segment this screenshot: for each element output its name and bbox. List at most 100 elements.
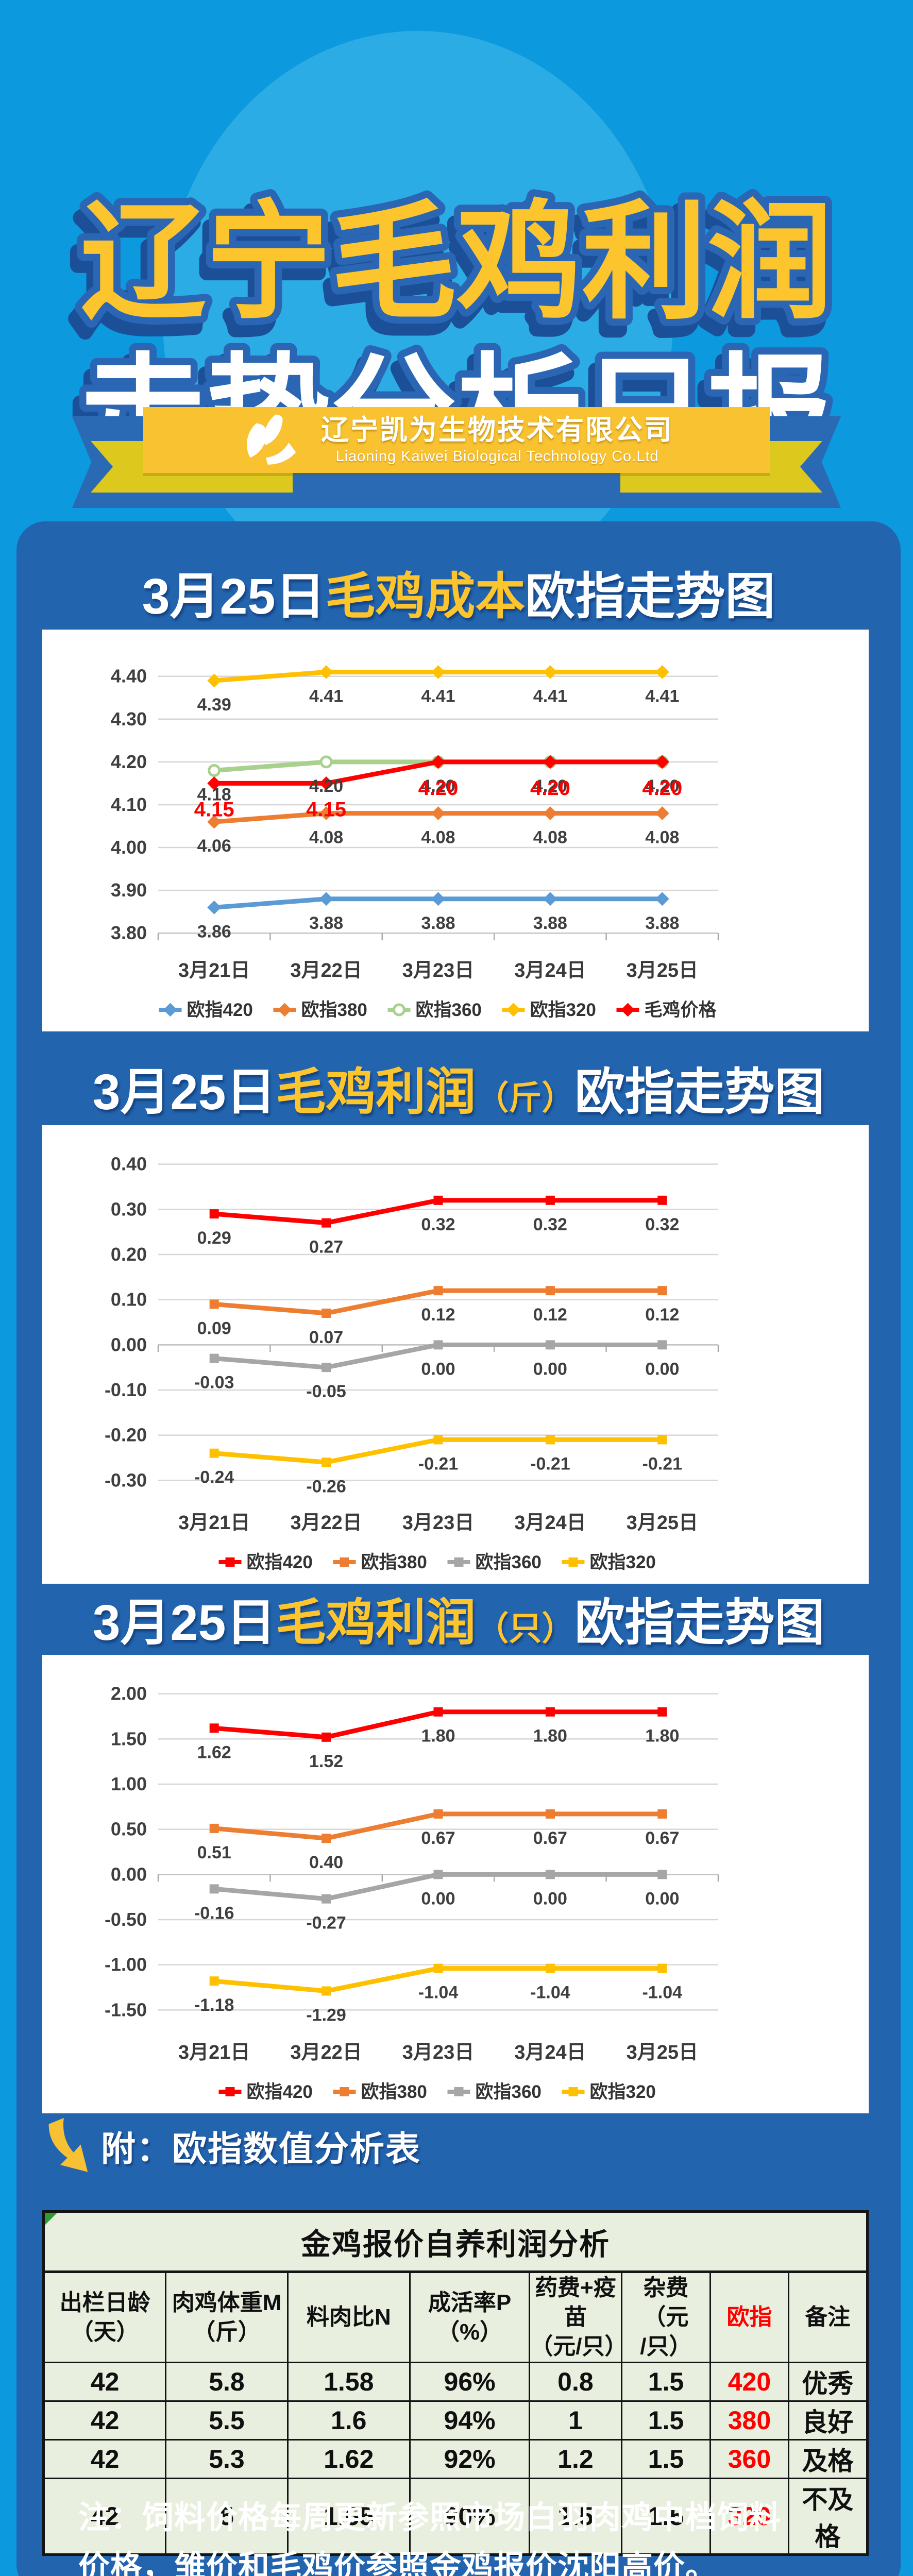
svg-text:-1.04: -1.04	[643, 1983, 683, 2003]
hero-line1: 辽宁毛鸡利润	[80, 191, 833, 334]
svg-text:毛鸡价格: 毛鸡价格	[645, 1000, 717, 1020]
svg-text:欧指420: 欧指420	[247, 1552, 313, 1572]
svg-text:3月21日: 3月21日	[178, 1512, 250, 1534]
ribbon-right-flag	[620, 441, 822, 493]
arrow-down-right-icon	[48, 2117, 88, 2172]
analysis-header: 附：欧指数值分析表	[44, 2116, 421, 2175]
svg-text:3月21日: 3月21日	[178, 2042, 250, 2063]
svg-text:3月23日: 3月23日	[402, 960, 474, 981]
svg-text:欧指420: 欧指420	[247, 2082, 313, 2102]
table-cell: 1.2	[529, 2438, 622, 2479]
svg-text:欧指320: 欧指320	[590, 1552, 656, 1572]
table-cell: 1.5	[620, 2400, 712, 2441]
title-date: 3月25日	[142, 568, 326, 624]
svg-text:-0.21: -0.21	[530, 1454, 570, 1473]
table-cell: 5.8	[165, 2361, 289, 2402]
svg-text:4.08: 4.08	[309, 828, 343, 848]
svg-text:1.80: 1.80	[533, 1726, 567, 1746]
table-cell: 1.5	[529, 2477, 622, 2555]
svg-text:4.18: 4.18	[197, 785, 231, 804]
note: 注：饲料价格每周更新参照市场白羽肉鸡中档饲料 价格，雏价和毛鸡价参照金鸡报价沈阳…	[78, 2493, 846, 2576]
title-suffix: 欧指走势图	[574, 1064, 825, 1120]
svg-text:-0.05: -0.05	[306, 1382, 346, 1401]
svg-text:4.20: 4.20	[111, 751, 147, 772]
title-highlight: 毛鸡利润	[276, 1064, 476, 1120]
svg-text:1.50: 1.50	[111, 1728, 147, 1749]
svg-text:0.00: 0.00	[533, 1889, 567, 1908]
svg-text:3月23日: 3月23日	[402, 1512, 474, 1534]
svg-text:1.80: 1.80	[421, 1726, 455, 1746]
svg-text:3月21日: 3月21日	[178, 960, 250, 981]
table-title: 金鸡报价自养利润分析	[43, 2211, 868, 2273]
table-row: 42 5.3 1.62 92% 1.2 1.5 360 及格	[42, 2438, 869, 2479]
chart-panel-profit-jin: 0.40 0.30 0.20 0.10 0.00 -0.10 -0.20 -0.30 3月21日…	[42, 1125, 869, 1584]
svg-text:1.00: 1.00	[111, 1773, 147, 1794]
svg-text:-1.18: -1.18	[194, 1995, 234, 2015]
svg-text:-0.30: -0.30	[105, 1469, 147, 1490]
svg-text:3月25日: 3月25日	[627, 2042, 698, 2063]
table-cell: 42	[42, 2400, 167, 2441]
svg-text:0.12: 0.12	[645, 1305, 679, 1325]
svg-text:欧指360: 欧指360	[476, 1552, 542, 1572]
svg-text:-1.29: -1.29	[306, 2006, 346, 2025]
svg-text:-0.20: -0.20	[105, 1425, 147, 1446]
svg-text:0.29: 0.29	[197, 1228, 231, 1248]
section-title-cost: 3月25日毛鸡成本欧指走势图	[16, 565, 901, 629]
table-cell: 96%	[409, 2361, 531, 2402]
svg-text:-1.04: -1.04	[530, 1983, 570, 2003]
svg-text:-0.03: -0.03	[194, 1373, 234, 1393]
svg-text:-0.16: -0.16	[194, 1903, 234, 1923]
svg-text:3.90: 3.90	[111, 879, 147, 901]
table-header-cell: 欧指	[709, 2270, 789, 2363]
svg-text:0.10: 0.10	[111, 1289, 147, 1310]
profit-zhi-trend-chart: 2.00 1.50 1.00 0.50 0.00 -0.50 -1.00 -1.50 3月21日…	[105, 1683, 719, 2102]
svg-text:欧指320: 欧指320	[530, 1000, 596, 1020]
svg-text:3月25日: 3月25日	[627, 960, 698, 981]
svg-text:4.20: 4.20	[533, 776, 567, 796]
svg-text:4.41: 4.41	[645, 686, 679, 706]
svg-text:0.67: 0.67	[421, 1828, 455, 1848]
svg-text:0.12: 0.12	[421, 1305, 455, 1325]
table-row: 42 5.5 1.6 94% 1 1.5 380 良好	[42, 2400, 869, 2441]
svg-text:0.00: 0.00	[645, 1889, 679, 1908]
svg-text:-1.50: -1.50	[105, 1999, 147, 2020]
table-header-cell: 肉鸡体重M （斤）	[165, 2270, 289, 2363]
svg-text:0.00: 0.00	[421, 1359, 455, 1379]
svg-text:1.52: 1.52	[309, 1752, 343, 1771]
table-cell: 42	[42, 2438, 167, 2479]
svg-text:-0.27: -0.27	[306, 1913, 346, 1933]
table-cell: 5.3	[165, 2438, 289, 2479]
svg-text:欧指360: 欧指360	[416, 1000, 482, 1020]
svg-text:0.32: 0.32	[421, 1215, 455, 1234]
svg-text:0.00: 0.00	[533, 1359, 567, 1379]
svg-text:3月24日: 3月24日	[514, 1512, 586, 1534]
svg-text:2.00: 2.00	[111, 1683, 147, 1704]
svg-text:-0.10: -0.10	[105, 1379, 147, 1400]
note-line-1: 注：饲料价格每周更新参照市场白羽肉鸡中档饲料	[78, 2500, 782, 2535]
svg-text:3月25日: 3月25日	[627, 1512, 698, 1534]
svg-text:3.80: 3.80	[111, 922, 147, 943]
svg-text:-0.21: -0.21	[643, 1454, 683, 1473]
title-unit: （只）	[476, 1610, 575, 1647]
svg-text:4.20: 4.20	[418, 777, 459, 800]
table-cell: 1.6	[286, 2400, 411, 2441]
table-row: 42 5.8 1.58 96% 0.8 1.5 420 优秀	[42, 2361, 869, 2402]
svg-text:4.15: 4.15	[306, 798, 346, 821]
cost-trend-chart: 4.40 4.30 4.20 4.10 4.00 3.90 3.80 3月21日 3月22日 3月…	[111, 665, 719, 1020]
svg-text:欧指380: 欧指380	[301, 1000, 367, 1020]
svg-text:欧指380: 欧指380	[361, 1552, 427, 1572]
title-highlight: 毛鸡成本	[325, 568, 526, 624]
table-cell: 42	[42, 2361, 167, 2402]
svg-text:欧指360: 欧指360	[476, 2082, 542, 2102]
table-cell: 92%	[409, 2438, 531, 2479]
table-header-cell: 备注	[787, 2270, 869, 2363]
svg-text:4.41: 4.41	[421, 686, 455, 706]
profit-table: 金鸡报价自养利润分析 出栏日龄 （天） 肉鸡体重M （斤） 料肉比N 成活率P （%） 药费+疫…	[42, 2210, 869, 2556]
svg-text:-0.26: -0.26	[306, 1477, 346, 1496]
svg-text:3月22日: 3月22日	[290, 960, 362, 981]
svg-text:1.80: 1.80	[645, 1726, 679, 1746]
table-cell: 360	[709, 2438, 789, 2479]
svg-text:4.41: 4.41	[309, 686, 343, 706]
table-cell: 320	[709, 2477, 789, 2555]
table-cell: 1	[529, 2400, 622, 2441]
